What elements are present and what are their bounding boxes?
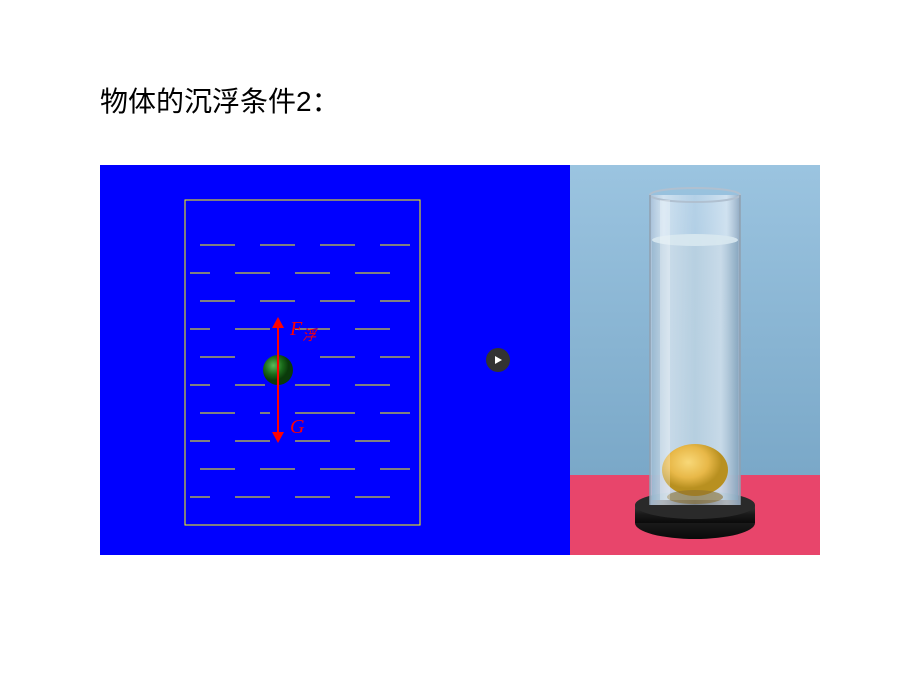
play-icon: [493, 355, 503, 365]
water-lines: [190, 245, 410, 497]
gravity-label: G: [290, 416, 305, 438]
buoyancy-subscript: 浮: [302, 328, 318, 344]
container-outline: [185, 200, 420, 525]
experiment-photo: [570, 165, 820, 555]
content-area: F浮 G: [100, 165, 820, 555]
buoyancy-force: F浮: [272, 317, 318, 370]
slide-title: 物体的沉浮条件2：: [100, 80, 340, 120]
buoyancy-label: F: [289, 318, 303, 340]
play-button[interactable]: [486, 348, 510, 372]
object-shadow: [667, 490, 723, 504]
diagram-panel: F浮 G: [100, 165, 570, 555]
photo-panel: [570, 165, 820, 555]
svg-text:F浮: F浮: [289, 318, 318, 344]
glass-highlight: [660, 200, 670, 500]
floating-object: [662, 444, 728, 496]
